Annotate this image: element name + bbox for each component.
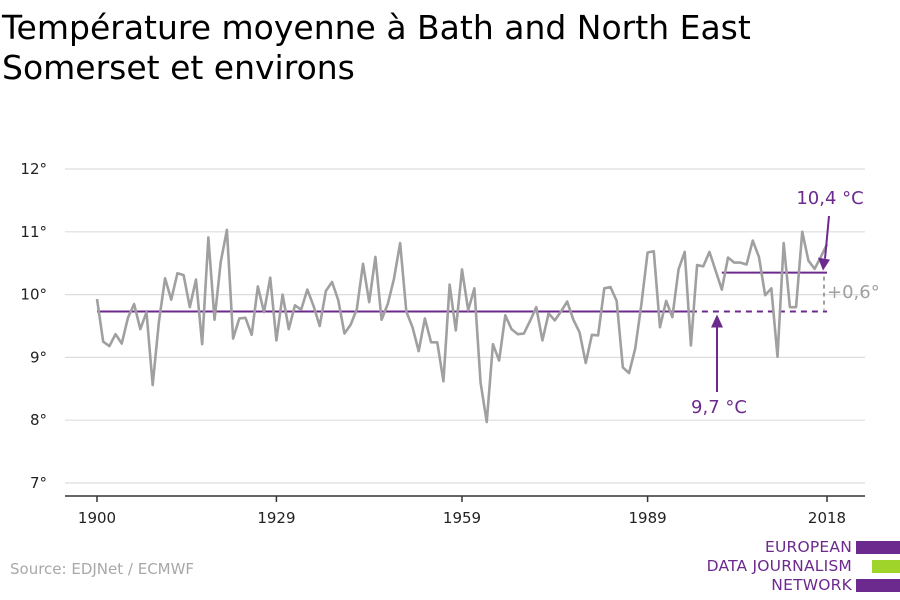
x-tick-label: 1929 — [257, 509, 295, 527]
series-lines — [95, 228, 829, 424]
x-tick-label: 1900 — [78, 509, 116, 527]
logo-bar-2 — [872, 560, 900, 573]
grid-lines — [65, 168, 865, 484]
y-tick-label: 8° — [30, 411, 47, 429]
y-tick-label: 12° — [20, 160, 47, 178]
y-tick-label: 9° — [30, 348, 47, 366]
logo-bar-1 — [856, 541, 900, 554]
annotations: 9,7 °C 10,4 °C +0,6° — [691, 188, 880, 418]
x-tick-label: 1959 — [443, 509, 481, 527]
logo-line-1: EUROPEAN — [764, 538, 852, 556]
x-tick-label: 1989 — [628, 509, 666, 527]
chart-title: Température moyenne à Bath and North Eas… — [2, 8, 751, 87]
y-tick-label: 11° — [20, 223, 47, 241]
y-tick-label: 7° — [30, 474, 47, 492]
x-axis — [65, 495, 865, 502]
reference-lines — [97, 271, 827, 313]
recent-arrow-head — [818, 257, 830, 271]
recent-label: 10,4 °C — [796, 188, 863, 209]
series-line-0 — [95, 228, 829, 424]
y-tick-labels: 7° 8° 9° 10° 11° 12° — [20, 160, 47, 492]
logo-line-2: DATA JOURNALISM — [706, 557, 852, 575]
logo-bar-3 — [856, 579, 900, 592]
x-tick-label: 2018 — [808, 509, 846, 527]
logo-line-3: NETWORK — [771, 576, 852, 594]
delta-label: +0,6° — [827, 282, 880, 303]
y-tick-label: 10° — [20, 286, 47, 304]
baseline-arrow-head — [711, 314, 723, 328]
x-tick-labels: 1900 1929 1959 1989 2018 — [78, 509, 846, 527]
edjnet-logo: EUROPEAN DATA JOURNALISM NETWORK — [700, 538, 900, 594]
recent-arrow-shaft — [824, 215, 830, 259]
source-note: Source: EDJNet / ECMWF — [10, 560, 195, 578]
baseline-label: 9,7 °C — [691, 397, 747, 418]
